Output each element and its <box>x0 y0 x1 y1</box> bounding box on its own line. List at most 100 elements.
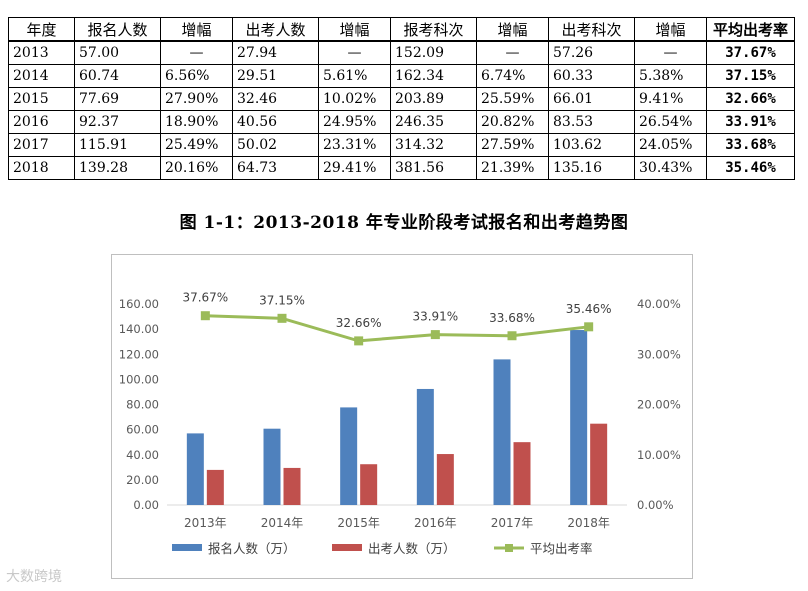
table-cell: 381.56 <box>390 156 477 180</box>
header-growth: 增幅 <box>160 17 233 42</box>
table-cell: 21.39% <box>476 156 549 180</box>
table-row: 2018 139.28 20.16% 64.73 29.41% 381.56 2… <box>8 156 795 180</box>
legend-attendees-swatch <box>332 544 362 551</box>
y-axis-tick-label: 160.00 <box>119 297 159 311</box>
table-cell: 27.90% <box>160 87 233 111</box>
legend-registrants-label: 报名人数（万） <box>208 541 296 556</box>
table-cell: 203.89 <box>390 87 477 111</box>
line-marker <box>507 331 517 341</box>
table-cell: 20.16% <box>160 156 233 180</box>
x-axis-tick-label: 2016年 <box>414 516 457 530</box>
table-cell: 20.82% <box>476 110 549 134</box>
data-label-rate: 33.68% <box>489 311 535 325</box>
figure-title: 图 1-1：2013-2018 年专业阶段考试报名和出考趋势图 <box>179 213 629 233</box>
y2-axis-tick-label: 10.00% <box>637 448 681 462</box>
table-cell: 64.73 <box>232 156 319 180</box>
table-cell-rate: 37.15% <box>706 64 795 88</box>
table-cell: 2015 <box>8 87 75 111</box>
y2-axis-tick-label: 40.00% <box>637 297 681 311</box>
y-axis-tick-label: 20.00 <box>126 473 159 487</box>
table-cell: 162.34 <box>390 64 477 88</box>
legend-attendance-rate-marker <box>505 544 513 552</box>
table-row: 2015 77.69 27.90% 32.46 10.02% 203.89 25… <box>8 87 795 111</box>
table-cell: 57.00 <box>74 40 161 65</box>
table-cell: 32.46 <box>232 87 319 111</box>
y-axis-tick-label: 140.00 <box>119 322 159 336</box>
table-cell: 29.51 <box>232 64 319 88</box>
bar-attendees <box>436 454 454 505</box>
data-label-rate: 35.46% <box>566 302 612 316</box>
table-cell: 152.09 <box>390 40 477 65</box>
header-growth: 增幅 <box>476 17 549 42</box>
bar-registrants <box>570 330 588 505</box>
y2-axis-tick-label: 20.00% <box>637 398 681 412</box>
table-cell: 29.41% <box>318 156 391 180</box>
y2-axis-tick-label: 0.00% <box>637 498 674 512</box>
y-axis-tick-label: 120.00 <box>119 347 159 361</box>
table-cell: 25.49% <box>160 133 233 157</box>
table-cell: — <box>160 40 233 65</box>
legend-registrants-swatch <box>172 544 202 551</box>
data-label-rate: 32.66% <box>336 316 382 330</box>
legend-attendees-label: 出考人数（万） <box>368 541 456 556</box>
bar-registrants <box>186 433 204 505</box>
table-cell: 60.33 <box>548 64 635 88</box>
bar-attendees <box>283 467 301 505</box>
table-row: 2014 60.74 6.56% 29.51 5.61% 162.34 6.74… <box>8 64 795 88</box>
table-cell: — <box>318 40 391 65</box>
table-row: 2016 92.37 18.90% 40.56 24.95% 246.35 20… <box>8 110 795 134</box>
line-marker <box>354 336 364 346</box>
header-year: 年度 <box>8 17 75 42</box>
data-label-rate: 37.67% <box>182 291 228 305</box>
y-axis-tick-label: 100.00 <box>119 372 159 386</box>
y-axis-tick-label: 40.00 <box>126 448 159 462</box>
bar-registrants <box>263 428 281 505</box>
line-attendance-rate <box>205 314 589 343</box>
y-axis-tick-label: 0.00 <box>133 498 159 512</box>
table-cell: 246.35 <box>390 110 477 134</box>
table-cell: 2016 <box>8 110 75 134</box>
table-row: 2013 57.00 — 27.94 — 152.09 — 57.26 — 37… <box>8 40 795 65</box>
bar-registrants <box>493 359 511 505</box>
table-cell: 23.31% <box>318 133 391 157</box>
table-cell: 57.26 <box>548 40 635 65</box>
table-cell: 2014 <box>8 64 75 88</box>
table-cell: 26.54% <box>634 110 707 134</box>
x-axis-tick-label: 2015年 <box>337 516 380 530</box>
table-cell: 139.28 <box>74 156 161 180</box>
bar-attendees <box>513 442 531 505</box>
table-cell: 2013 <box>8 40 75 65</box>
statistics-table: 年度 报名人数 增幅 出考人数 增幅 报考科次 增幅 出考科次 增幅 平均出考率… <box>8 17 795 180</box>
table-row: 2017 115.91 25.49% 50.02 23.31% 314.32 2… <box>8 133 795 157</box>
table-cell: — <box>476 40 549 65</box>
header-growth: 增幅 <box>318 17 391 42</box>
watermark-logo: 大数跨境 <box>6 569 62 585</box>
bar-attendees <box>360 464 378 505</box>
header-attended-subjects: 出考科次 <box>548 17 635 42</box>
table-cell: 27.59% <box>476 133 549 157</box>
header-registrants: 报名人数 <box>74 17 161 42</box>
table-cell-rate: 32.66% <box>706 87 795 111</box>
table-cell-rate: 37.67% <box>706 40 795 65</box>
y2-axis-tick-label: 30.00% <box>637 347 681 361</box>
table-cell: 103.62 <box>548 133 635 157</box>
bar-attendees <box>206 469 224 505</box>
table-cell: 18.90% <box>160 110 233 134</box>
table-cell: 2017 <box>8 133 75 157</box>
table-header-row: 年度 报名人数 增幅 出考人数 增幅 报考科次 增幅 出考科次 增幅 平均出考率 <box>8 17 795 42</box>
y-axis-tick-label: 60.00 <box>126 423 159 437</box>
header-attendance-rate: 平均出考率 <box>706 17 795 42</box>
bar-registrants <box>416 388 434 505</box>
table-cell: 5.38% <box>634 64 707 88</box>
table-cell: 24.95% <box>318 110 391 134</box>
table-cell: 40.56 <box>232 110 319 134</box>
x-axis-tick-label: 2013年 <box>184 516 227 530</box>
line-marker <box>430 330 440 340</box>
table-cell: 50.02 <box>232 133 319 157</box>
data-label-rate: 33.91% <box>412 310 458 324</box>
chart-container: 0.00 20.00 40.00 60.00 80.00 100.00 120.00 140.… <box>111 254 693 579</box>
combo-chart: 0.00 20.00 40.00 60.00 80.00 100.00 120.00 140.… <box>119 291 681 556</box>
line-marker <box>200 311 210 321</box>
table-cell: 2018 <box>8 156 75 180</box>
table-cell: 66.01 <box>548 87 635 111</box>
